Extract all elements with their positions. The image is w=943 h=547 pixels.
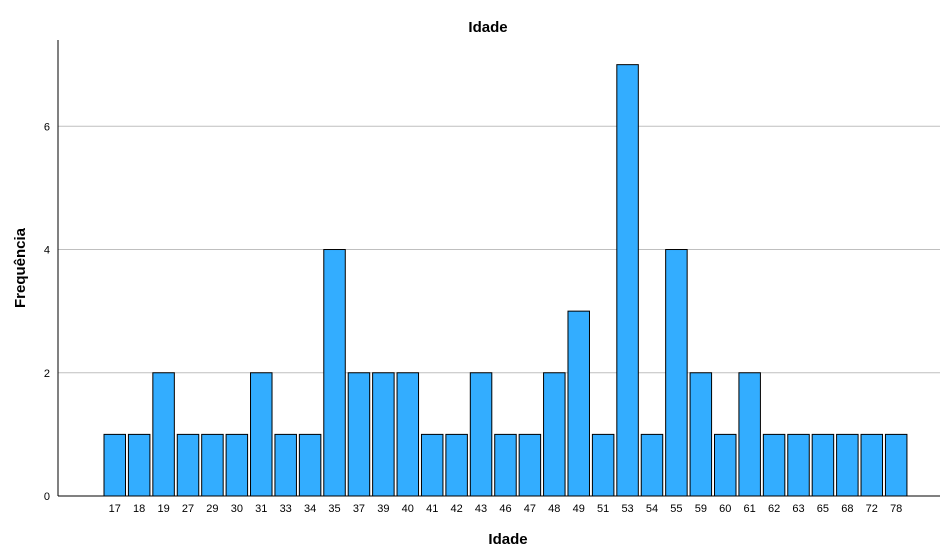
bar-42: [445, 433, 468, 497]
bar-65: [811, 433, 835, 497]
x-tick-label: 18: [133, 503, 145, 515]
x-tick-label: 60: [719, 503, 731, 515]
x-tick-label: 27: [182, 503, 194, 515]
bar-27: [176, 433, 200, 497]
chart-title: Idade: [468, 19, 507, 36]
bar-19: [152, 372, 175, 497]
x-tick-label: 31: [255, 503, 267, 515]
x-tick-label: 61: [744, 503, 756, 515]
bar-54: [640, 433, 664, 497]
x-tick-label: 78: [890, 503, 902, 515]
bar-47: [518, 433, 542, 497]
x-tick-label: 41: [426, 503, 438, 515]
bar-51: [591, 433, 615, 497]
x-tick-labels: 17 18 19 27 29 30 31 33 34 35 37 39 40 41 42 43 46 47 48 49…: [109, 503, 903, 515]
x-axis-label: Idade: [488, 531, 527, 547]
bar-63: [787, 433, 810, 497]
y-axis-label: Frequência: [12, 227, 29, 308]
y-tick-label: 4: [44, 245, 50, 257]
x-tick-label: 43: [475, 503, 487, 515]
bar-29: [201, 433, 224, 497]
y-tick-label: 0: [44, 491, 50, 503]
bar-61: [738, 372, 761, 497]
bar-78: [884, 433, 908, 497]
bar-46: [494, 433, 517, 497]
bar-33: [274, 433, 297, 497]
bar-18: [127, 433, 151, 497]
bar-30: [225, 433, 249, 497]
bar-68: [836, 433, 859, 497]
bar-49: [567, 310, 590, 497]
x-tick-label: 62: [768, 503, 780, 515]
bar-39: [372, 372, 395, 497]
bar-34: [298, 433, 322, 497]
x-tick-label: 65: [817, 503, 829, 515]
gridlines: [58, 125, 940, 374]
bar-55: [665, 249, 688, 497]
x-tick-label: 53: [621, 503, 633, 515]
x-tick-label: 35: [328, 503, 340, 515]
x-tick-label: 51: [597, 503, 609, 515]
x-tick-label: 33: [280, 503, 292, 515]
x-tick-label: 47: [524, 503, 536, 515]
x-tick-label: 46: [499, 503, 511, 515]
bar-35: [323, 249, 346, 497]
bar-60: [714, 433, 737, 497]
bar-62: [762, 433, 786, 497]
x-tick-label: 39: [377, 503, 389, 515]
x-tick-label: 19: [157, 503, 169, 515]
x-tick-label: 40: [402, 503, 414, 515]
bar-37: [347, 372, 371, 497]
bar-40: [396, 372, 420, 497]
x-tick-label: 72: [866, 503, 878, 515]
bar-72: [860, 433, 884, 497]
bars: [103, 64, 908, 497]
bar-48: [543, 372, 566, 497]
x-tick-label: 63: [792, 503, 804, 515]
bar-59: [689, 372, 713, 497]
y-tick-label: 2: [44, 368, 50, 380]
x-tick-label: 55: [670, 503, 682, 515]
x-tick-label: 37: [353, 503, 365, 515]
x-tick-label: 34: [304, 503, 316, 515]
bar-17: [103, 433, 126, 497]
bar-31: [250, 372, 273, 497]
x-tick-label: 54: [646, 503, 658, 515]
bar-43: [469, 372, 493, 497]
bar-53: [616, 64, 639, 497]
y-tick-labels: 0 2 4 6: [44, 121, 50, 503]
x-tick-label: 17: [109, 503, 121, 515]
x-tick-label: 42: [451, 503, 463, 515]
x-tick-label: 68: [841, 503, 853, 515]
x-tick-label: 30: [231, 503, 243, 515]
x-tick-label: 48: [548, 503, 560, 515]
x-tick-label: 49: [573, 503, 585, 515]
bar-41: [420, 433, 444, 497]
x-tick-label: 29: [206, 503, 218, 515]
y-tick-label: 6: [44, 121, 50, 133]
axes: [57, 40, 940, 497]
x-tick-label: 59: [695, 503, 707, 515]
